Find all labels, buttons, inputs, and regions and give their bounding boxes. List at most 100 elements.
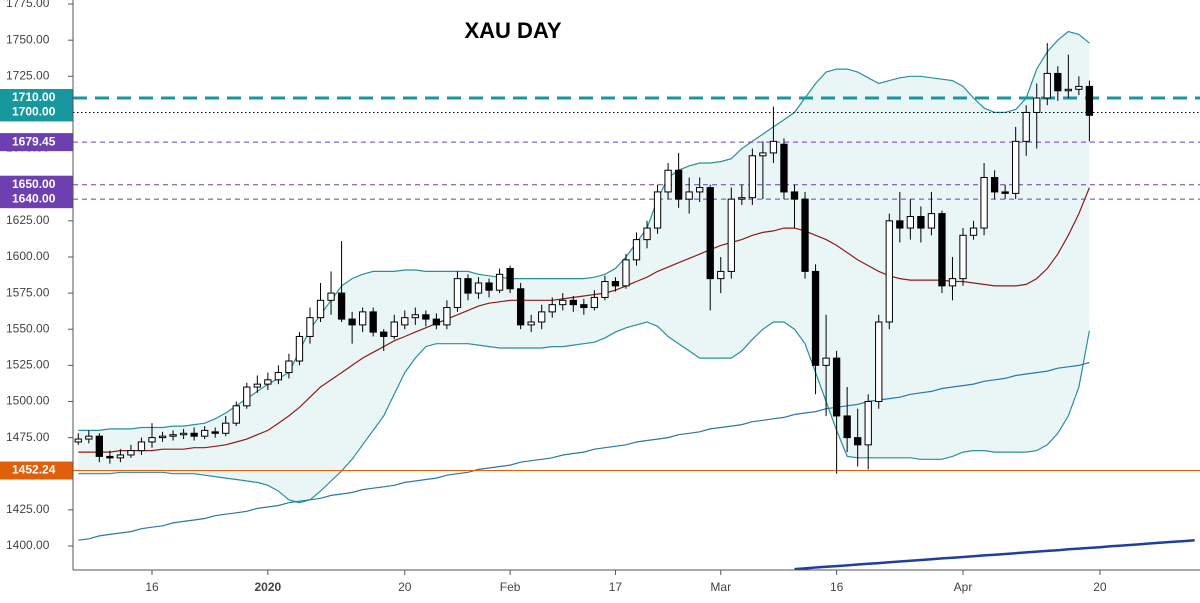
- candle-body: [527, 321, 535, 326]
- candle-body: [822, 357, 830, 366]
- level-label-bg: [0, 88, 73, 107]
- candle-body: [306, 317, 314, 337]
- candle-body: [875, 321, 883, 402]
- level-label: 1710.00: [12, 90, 56, 104]
- candle-body: [664, 169, 672, 193]
- candle-body: [1001, 191, 1009, 194]
- candle-body: [717, 270, 725, 280]
- candle-body: [358, 311, 367, 326]
- candle-body: [832, 357, 841, 417]
- candle-body: [632, 239, 641, 261]
- level-label-bg: [0, 133, 73, 152]
- candle-body: [411, 314, 419, 319]
- x-tick-label: Mar: [710, 580, 731, 594]
- candle-body: [780, 143, 788, 193]
- candle-body: [243, 386, 251, 407]
- candle-body: [337, 292, 346, 320]
- band-lower: [78, 321, 1090, 504]
- candle-body: [801, 198, 809, 272]
- y-tick-label: 1625.00: [6, 213, 50, 227]
- y-tick-label: 1550.00: [6, 321, 50, 335]
- y-tick-label: 1600.00: [6, 249, 50, 263]
- candle-body: [453, 278, 462, 309]
- candle-body: [653, 191, 662, 229]
- chart-title: XAU DAY: [465, 18, 562, 43]
- candle-body: [580, 304, 588, 309]
- level-label-bg: [0, 190, 73, 209]
- level-label: 1650.00: [12, 177, 56, 191]
- plot-area: [73, 30, 1200, 570]
- x-tick-label: 16: [830, 580, 844, 594]
- y-tick-label: 1425.00: [6, 502, 50, 516]
- y-tick-label: 1400.00: [6, 538, 50, 552]
- candle-body: [917, 215, 925, 229]
- level-label-bg: [0, 461, 73, 480]
- candle-body: [843, 415, 851, 439]
- candle-body: [727, 198, 735, 272]
- candle-body: [348, 318, 356, 326]
- candle-body: [959, 234, 967, 280]
- candle-body: [316, 299, 325, 319]
- y-tick-label: 1750.00: [6, 32, 50, 46]
- candle-body: [327, 292, 335, 301]
- y-tick-label: 1575.00: [6, 285, 50, 299]
- indicator-line: [78, 187, 1090, 453]
- axes: 1400.001425.001450.001475.001500.001525.…: [0, 0, 1107, 594]
- candle-body: [137, 441, 146, 452]
- candle-body: [516, 288, 525, 326]
- candle-body: [285, 360, 293, 374]
- candle-body: [179, 432, 188, 436]
- candle-body: [264, 379, 272, 385]
- candle-body: [548, 304, 556, 313]
- candle-body: [559, 299, 567, 306]
- candle-body: [495, 273, 504, 291]
- level-label-bg: [0, 103, 73, 122]
- candle-body: [443, 307, 451, 326]
- level-label: 1679.45: [12, 134, 56, 148]
- candle-body: [759, 152, 767, 157]
- level-label: 1640.00: [12, 191, 56, 205]
- candle-body: [811, 270, 820, 366]
- x-tick-label: 16: [145, 580, 159, 594]
- candle-body: [790, 191, 799, 200]
- candle-body: [85, 435, 93, 440]
- y-tick-label: 1775.00: [6, 0, 50, 10]
- candle-body: [769, 140, 778, 154]
- candle-body: [864, 400, 872, 446]
- candle-body: [538, 311, 546, 323]
- candle-body: [906, 215, 915, 229]
- candle-body: [990, 176, 999, 193]
- candle-body: [95, 435, 103, 457]
- candle-body: [211, 431, 219, 434]
- candle-body: [485, 282, 493, 291]
- candle-body: [685, 191, 693, 200]
- candle-body: [116, 454, 125, 459]
- candle-body: [1033, 97, 1041, 113]
- candle-body: [432, 318, 441, 326]
- y-tick-label: 1500.00: [6, 394, 50, 408]
- indicator-line: [78, 361, 1090, 541]
- x-tick-label: 20: [398, 580, 412, 594]
- candle-body: [369, 311, 377, 333]
- x-tick-label: 17: [609, 580, 623, 594]
- candle-body: [422, 314, 430, 320]
- candle-body: [169, 434, 177, 437]
- candle-body: [969, 227, 978, 236]
- x-tick-label: Feb: [500, 580, 521, 594]
- candle-body: [74, 438, 82, 443]
- candle-body: [938, 213, 946, 287]
- level-label: 1700.00: [12, 105, 56, 119]
- candle-body: [1064, 88, 1073, 92]
- candle-body: [148, 437, 156, 443]
- candle-body: [1012, 140, 1020, 194]
- candle-body: [854, 437, 862, 446]
- candle-body: [1022, 111, 1030, 142]
- candle-body: [232, 405, 240, 424]
- candle-body: [380, 331, 388, 337]
- x-tick-label: 20: [1093, 580, 1107, 594]
- candle-body: [748, 155, 757, 199]
- y-tick-label: 1475.00: [6, 430, 50, 444]
- x-tick-label: Apr: [954, 580, 973, 594]
- candle-body: [696, 187, 704, 193]
